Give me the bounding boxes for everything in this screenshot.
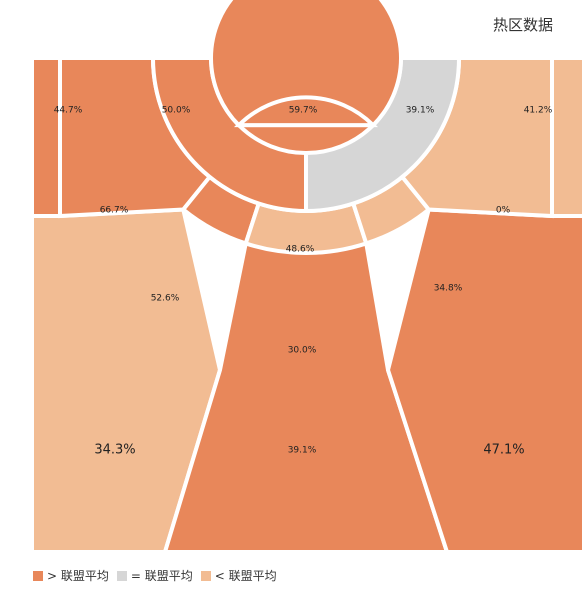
- legend: > 联盟平均 = 联盟平均 < 联盟平均: [33, 567, 285, 584]
- legend-item-below[interactable]: < 联盟平均: [200, 567, 277, 584]
- zone-label-wing-left-upper: 50.0%: [162, 106, 191, 116]
- legend-label-equal: = 联盟平均: [130, 569, 193, 583]
- zone-wing-left-upper[interactable]: [150, 56, 308, 214]
- zone-label-paint-front: 48.6%: [286, 245, 315, 255]
- zone-paint-front[interactable]: [233, 95, 379, 128]
- zone-label-corner-right: 41.2%: [524, 106, 553, 116]
- zone-label-top-key-mid: 30.0%: [288, 346, 317, 356]
- legend-item-above[interactable]: > 联盟平均: [33, 567, 109, 584]
- zone-corner-right[interactable]: [550, 56, 584, 218]
- zone-label-elbow-left: 52.6%: [151, 294, 180, 304]
- zone-label-three-left-wing: 34.3%: [94, 443, 135, 458]
- zone-label-restricted-area: 59.7%: [289, 106, 318, 116]
- zone-label-baseline-mid-right: 0%: [496, 206, 511, 216]
- zone-label-wing-right-upper: 39.1%: [406, 106, 435, 116]
- zone-label-elbow-right: 34.8%: [434, 284, 463, 294]
- zone-label-three-top: 39.1%: [288, 446, 317, 456]
- zone-label-three-right-wing: 47.1%: [483, 443, 524, 458]
- legend-swatch-equal: [116, 570, 127, 581]
- zone-label-baseline-mid-left: 66.7%: [100, 206, 129, 216]
- legend-label-below: < 联盟平均: [214, 569, 277, 583]
- legend-item-equal[interactable]: = 联盟平均: [116, 567, 193, 584]
- legend-swatch-above: [33, 570, 43, 581]
- zone-restricted-area[interactable]: [209, 0, 403, 128]
- legend-swatch-below: [200, 570, 211, 581]
- zone-corner-left[interactable]: [30, 56, 62, 218]
- chart-title: 热区数据: [492, 16, 553, 34]
- legend-label-above: > 联盟平均: [47, 569, 109, 583]
- zone-label-corner-left: 44.7%: [54, 106, 83, 116]
